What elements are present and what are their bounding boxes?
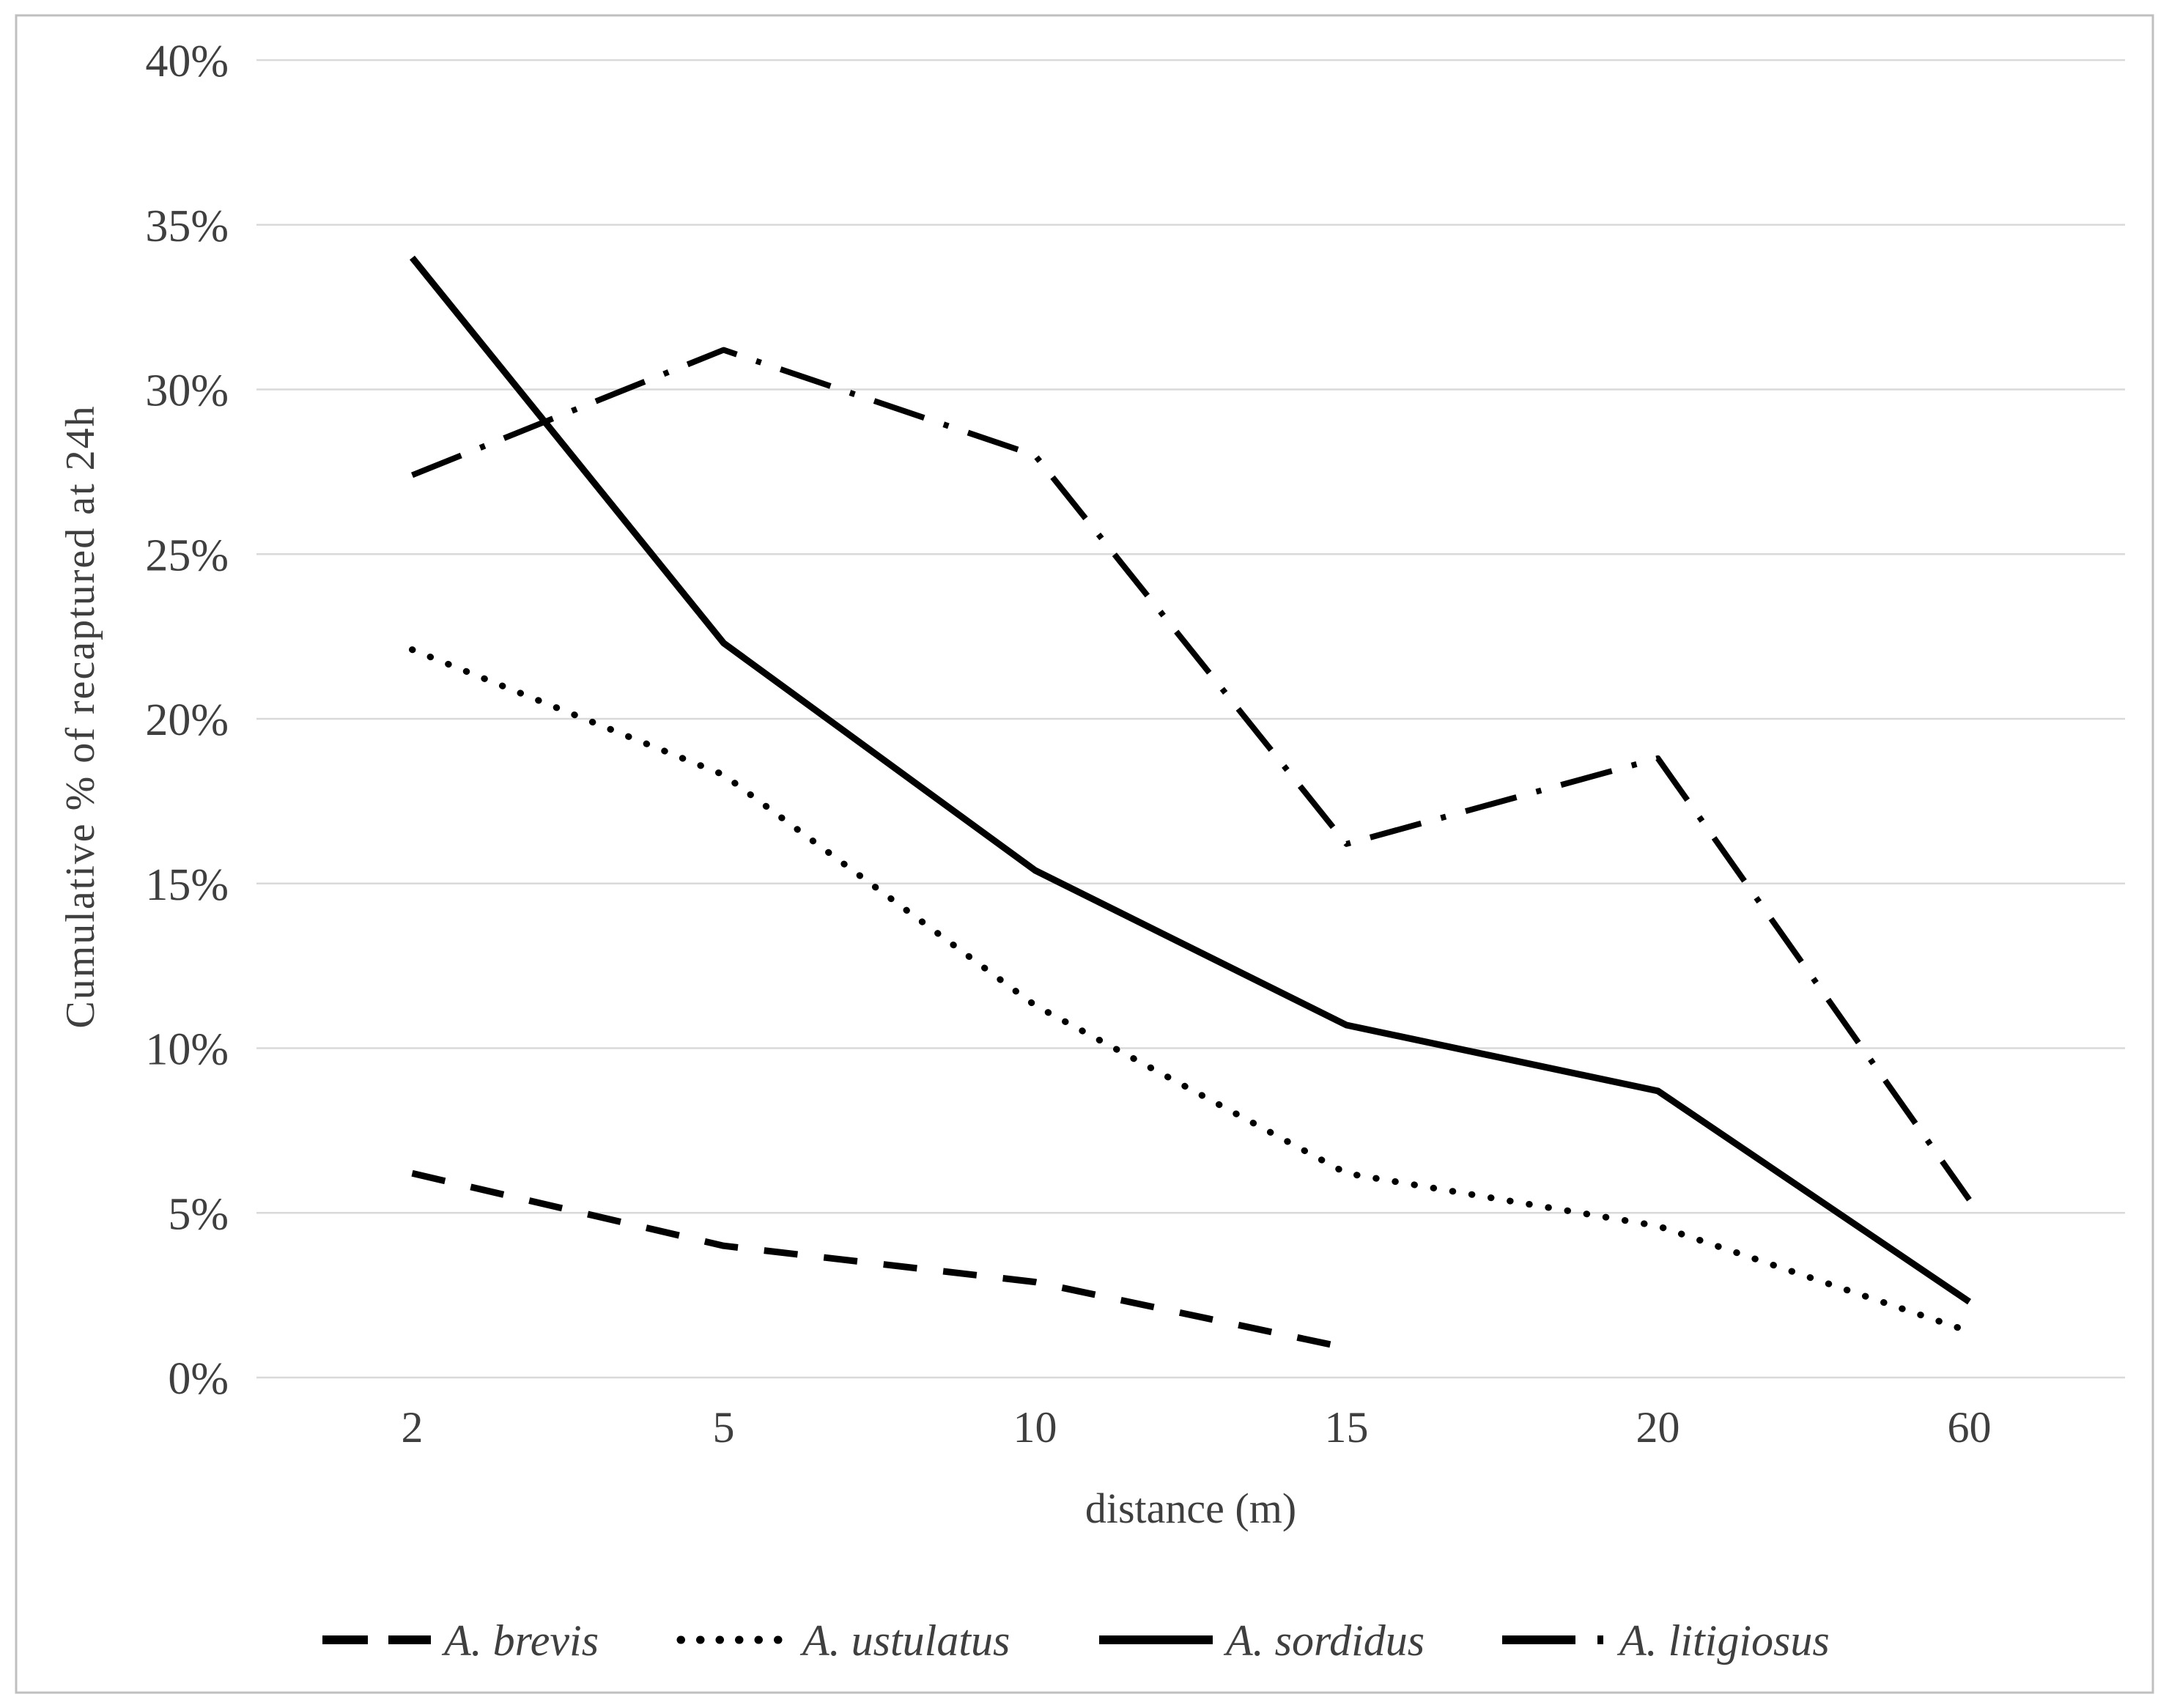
series-line-a-brevis <box>411 1169 1348 1351</box>
y-tick-label: 20% <box>145 695 229 745</box>
horizontal-gridlines <box>256 59 2125 1379</box>
legend-label: A. ustulatus <box>799 1616 1010 1665</box>
data-series-lines <box>409 255 1973 1351</box>
legend-label: A. litigiosus <box>1616 1616 1830 1665</box>
series-line-a-litigiosus <box>411 347 1972 1202</box>
y-tick-label: 35% <box>145 202 229 251</box>
figure-border <box>15 14 2154 1694</box>
x-tick-label: 20 <box>1636 1403 1680 1452</box>
x-tick-label: 2 <box>402 1403 424 1452</box>
x-axis-title: distance (m) <box>1085 1485 1296 1532</box>
x-tick-label: 15 <box>1325 1403 1369 1452</box>
chart-legend: A. brevis A. ustulatus A. sordidus A. litig… <box>322 1616 1830 1665</box>
legend-label: A. brevis <box>441 1616 599 1665</box>
y-tick-label: 25% <box>145 530 229 580</box>
x-tick-label: 10 <box>1013 1403 1057 1452</box>
y-tick-label: 5% <box>168 1189 229 1239</box>
x-axis-tick-labels: 2 5 10 15 20 60 <box>402 1403 1992 1452</box>
y-axis-title: Cumulative % of recaptured at 24h <box>58 404 103 1028</box>
y-tick-label: 30% <box>145 366 229 416</box>
y-tick-label: 10% <box>145 1025 229 1075</box>
x-tick-label: 60 <box>1948 1403 1992 1452</box>
y-tick-label: 40% <box>145 37 229 86</box>
y-tick-label: 15% <box>145 860 229 910</box>
x-tick-label: 5 <box>713 1403 735 1452</box>
legend-label: A. sordidus <box>1223 1616 1425 1665</box>
y-tick-label: 0% <box>168 1354 229 1404</box>
y-axis-tick-labels: 0% 5% 10% 15% 20% 25% 30% 35% 40% <box>145 37 229 1404</box>
series-line-a-sordidus <box>410 255 1972 1305</box>
